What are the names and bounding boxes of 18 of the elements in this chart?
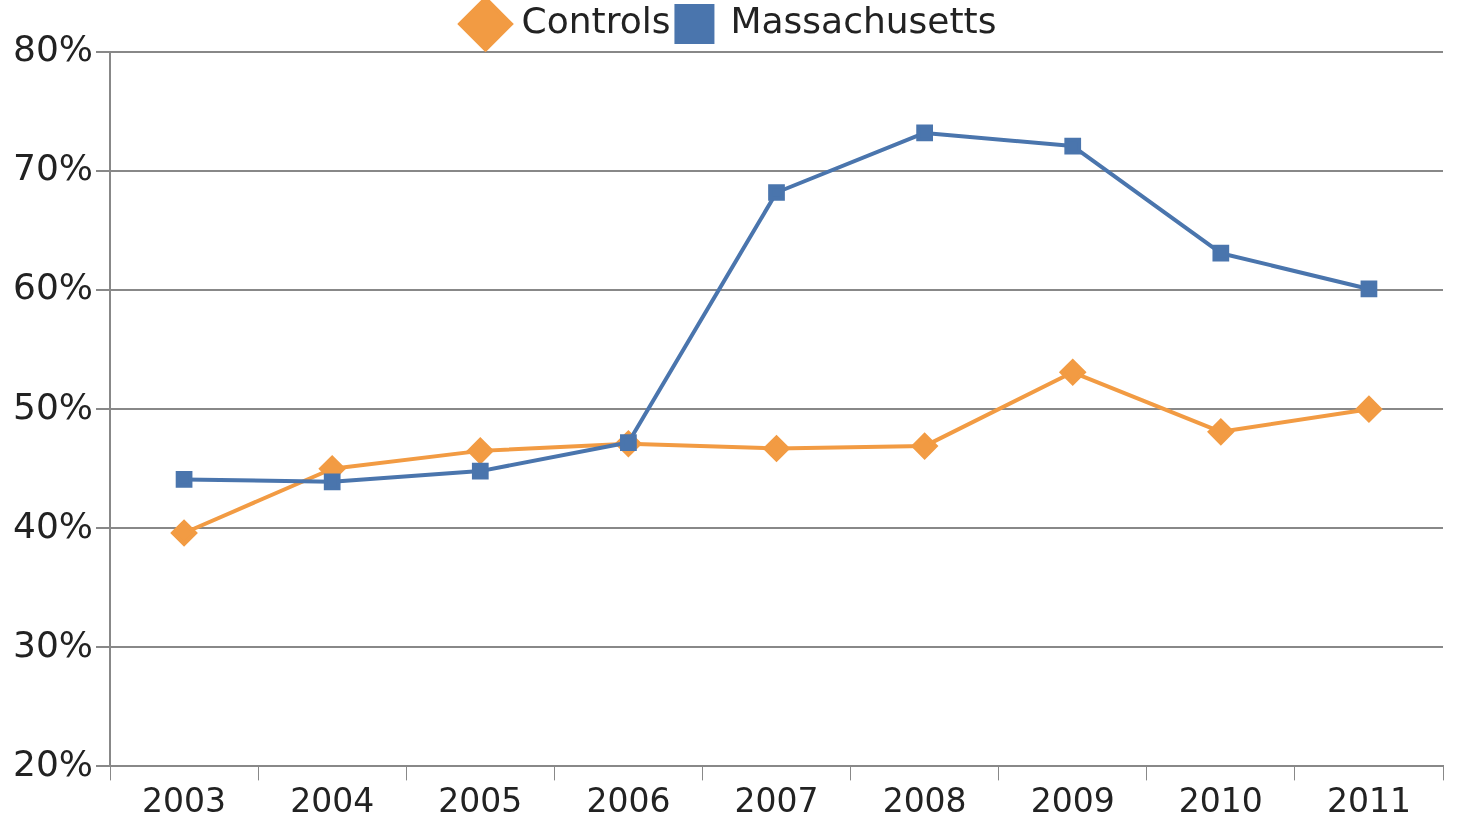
x-tick-label: 2006 xyxy=(586,780,671,820)
y-tick-label: 80% xyxy=(13,28,94,70)
y-tick-label: 70% xyxy=(13,147,94,189)
y-tick-label: 60% xyxy=(13,266,94,308)
x-tick-label: 2008 xyxy=(882,780,967,820)
y-tick-label: 20% xyxy=(13,742,94,784)
y-tick-label: 30% xyxy=(13,623,94,665)
legend-label: Controls xyxy=(521,0,671,42)
legend-label: Massachusetts xyxy=(730,0,997,42)
x-tick-label: 2004 xyxy=(290,780,375,820)
x-tick-label: 2011 xyxy=(1326,780,1411,820)
x-tick-label: 2003 xyxy=(142,780,227,820)
y-tick-label: 40% xyxy=(13,504,94,546)
x-tick-label: 2010 xyxy=(1178,780,1263,820)
x-tick-label: 2005 xyxy=(438,780,523,820)
y-tick-label: 50% xyxy=(13,385,94,427)
x-tick-label: 2007 xyxy=(734,780,819,820)
x-tick-label: 2009 xyxy=(1030,780,1115,820)
